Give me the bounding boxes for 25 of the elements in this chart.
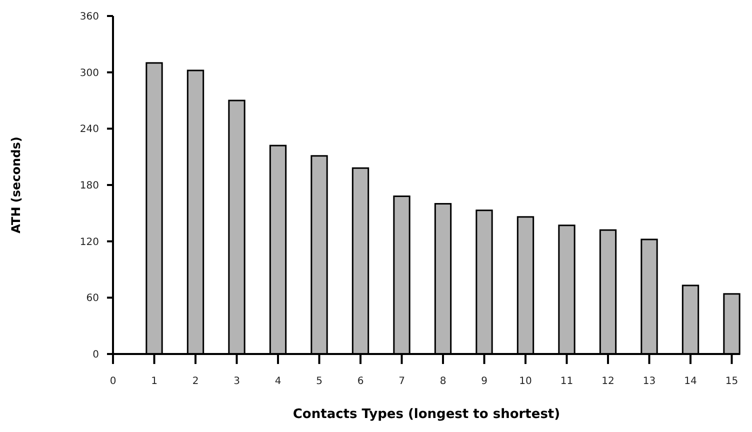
x-tick-label: 5 xyxy=(316,376,322,387)
y-tick-label: 60 xyxy=(86,293,99,304)
x-tick-label: 9 xyxy=(481,376,488,387)
y-tick-label: 240 xyxy=(80,124,99,136)
y-tick-label: 300 xyxy=(80,68,99,79)
y-axis-title: ATH (seconds) xyxy=(9,136,23,234)
y-tick-label: 180 xyxy=(80,180,99,192)
x-tick-label: 11 xyxy=(560,376,574,387)
x-tick-label: 8 xyxy=(440,376,446,387)
x-tick-label: 1 xyxy=(151,376,158,387)
x-tick-label: 13 xyxy=(642,376,656,387)
x-tick-label: 15 xyxy=(725,376,738,387)
x-tick-label: 7 xyxy=(398,376,405,387)
x-tick-label: 12 xyxy=(602,376,614,387)
x-tick-label: 0 xyxy=(110,376,116,387)
x-tick-label: 3 xyxy=(234,376,240,387)
x-tick-label: 14 xyxy=(684,376,697,387)
x-tick-label: 6 xyxy=(357,376,364,387)
x-tick-label: 10 xyxy=(519,376,532,387)
x-tick-label: 4 xyxy=(274,376,282,387)
y-tick-label: 120 xyxy=(80,236,99,248)
y-tick-label: 360 xyxy=(80,12,99,22)
x-axis-title: Contacts Types (longest to shortest) xyxy=(292,407,560,422)
y-tick-label: 0 xyxy=(92,350,99,360)
x-tick-label: 2 xyxy=(192,376,199,387)
